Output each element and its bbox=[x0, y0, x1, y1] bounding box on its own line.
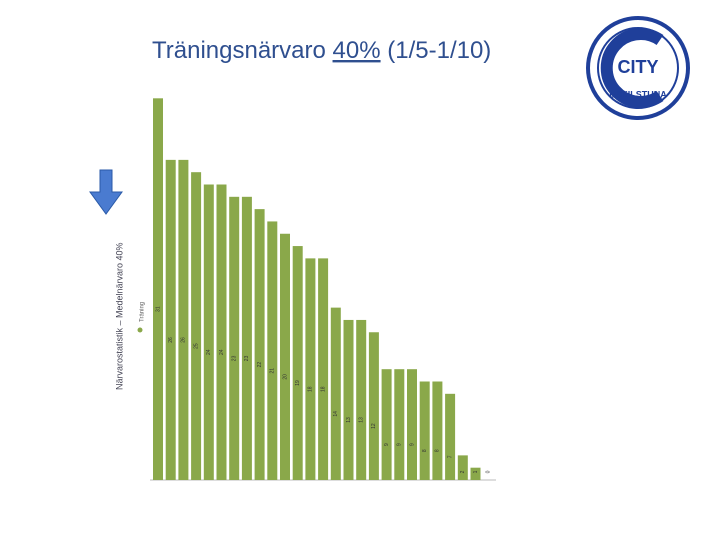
bar bbox=[318, 258, 329, 480]
slide-title: Träningsnärvaro 40% (1/5-1/10) bbox=[152, 37, 491, 64]
bar bbox=[165, 159, 176, 480]
bar bbox=[419, 381, 430, 480]
title-highlight: 40% bbox=[333, 37, 381, 64]
value-label: 2 bbox=[460, 470, 466, 473]
value-label: 24 bbox=[219, 349, 225, 355]
value-label: 8 bbox=[435, 449, 441, 452]
logo: CITY ESKILSTUNA bbox=[586, 16, 690, 120]
bar bbox=[305, 258, 316, 480]
value-label: 19 bbox=[295, 380, 301, 386]
bar bbox=[470, 467, 481, 480]
bar bbox=[445, 393, 456, 480]
value-label: 14 bbox=[333, 411, 339, 417]
logo-top: CITY bbox=[617, 57, 658, 77]
value-label: 25 bbox=[193, 343, 199, 349]
value-label: 8 bbox=[422, 449, 428, 452]
value-label: 1 bbox=[473, 470, 479, 473]
title-suffix: (1/5-1/10) bbox=[381, 37, 492, 64]
logo-bottom: ESKILSTUNA bbox=[609, 89, 667, 99]
bar bbox=[191, 172, 202, 480]
title-prefix: Träningsnärvaro bbox=[152, 37, 333, 64]
bar bbox=[153, 98, 163, 480]
bar bbox=[356, 319, 367, 480]
bar bbox=[330, 307, 341, 480]
value-label: 26 bbox=[181, 337, 187, 343]
value-label: 18 bbox=[308, 386, 314, 392]
value-label: 21 bbox=[270, 368, 276, 374]
value-label: 9 bbox=[409, 443, 415, 446]
bar bbox=[178, 159, 189, 480]
chart-title: Närvarostatistik – Medelnärvaro 40% bbox=[114, 242, 124, 390]
value-label: 9 bbox=[384, 443, 390, 446]
value-label: 23 bbox=[244, 355, 250, 361]
bar bbox=[343, 319, 354, 480]
bar bbox=[381, 369, 392, 480]
bar bbox=[280, 233, 290, 480]
bar bbox=[241, 196, 252, 480]
bar bbox=[229, 196, 240, 480]
value-label: 31 bbox=[155, 306, 161, 312]
logo-inner bbox=[597, 27, 679, 109]
legend-swatch bbox=[137, 327, 143, 333]
bar bbox=[267, 221, 278, 480]
bar bbox=[394, 369, 405, 480]
value-label: 23 bbox=[232, 355, 238, 361]
value-label: 13 bbox=[346, 417, 352, 423]
value-label: 22 bbox=[257, 362, 263, 368]
logo-c bbox=[600, 28, 664, 108]
value-label: 7 bbox=[447, 455, 453, 458]
value-label: 18 bbox=[320, 386, 326, 392]
value-label: 0 bbox=[486, 470, 492, 473]
value-label: 13 bbox=[359, 417, 365, 423]
value-label: 26 bbox=[168, 337, 174, 343]
bar bbox=[407, 369, 417, 480]
bar bbox=[216, 184, 227, 480]
value-label: 20 bbox=[282, 374, 288, 380]
bar bbox=[368, 332, 379, 480]
value-label: 24 bbox=[206, 349, 212, 355]
bar bbox=[292, 246, 303, 480]
bar bbox=[432, 381, 443, 480]
value-label: 12 bbox=[371, 423, 377, 429]
bar bbox=[254, 209, 265, 480]
bar bbox=[203, 184, 214, 480]
bar bbox=[457, 455, 468, 480]
legend-label: Träning bbox=[140, 302, 146, 322]
value-label: 9 bbox=[397, 443, 403, 446]
arrow bbox=[89, 169, 123, 215]
